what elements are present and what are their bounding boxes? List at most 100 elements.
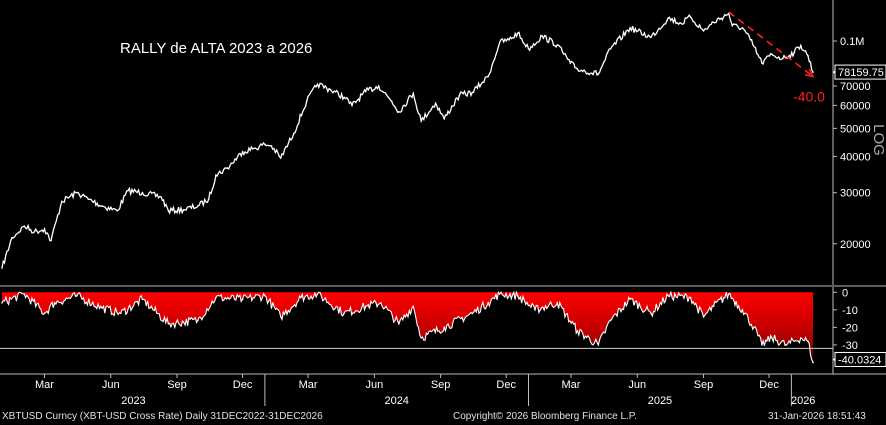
price-point: [390, 100, 393, 103]
footer-security-info: XBTUSD Curncy (XBT-USD Cross Rate) Daily…: [2, 411, 323, 422]
drawdown-point: [753, 326, 755, 329]
drawdown-point: [241, 298, 244, 301]
price-point: [749, 38, 752, 41]
price-point: [11, 236, 13, 239]
price-tick-label: 40000: [840, 151, 871, 163]
drawdown-point: [398, 323, 400, 325]
price-tick-label: 70000: [840, 81, 871, 93]
drawdown-point: [443, 326, 446, 329]
price-point: [101, 205, 103, 207]
price-point: [731, 24, 734, 27]
price-point: [650, 36, 652, 39]
drawdown-point: [412, 305, 415, 308]
price-y-axis: 20000 30000 40000 50000 60000 70000 0.1M: [833, 36, 871, 251]
drawdown-point: [534, 309, 536, 311]
price-point: [215, 174, 217, 176]
price-point: [812, 71, 814, 73]
price-point: [292, 132, 295, 135]
price-point: [398, 111, 400, 113]
month-tick-label: Sep: [167, 379, 187, 391]
drawdown-point: [597, 344, 600, 346]
log-scale-label: LOG: [870, 124, 886, 156]
month-tick-label: Dec: [233, 379, 253, 391]
price-points: [1, 12, 814, 269]
price-point: [689, 16, 692, 18]
drawdown-point: [498, 293, 501, 295]
price-point: [226, 167, 229, 169]
drawdown-point: [53, 301, 56, 304]
price-point: [127, 189, 129, 192]
price-point: [629, 27, 631, 29]
price-point: [576, 68, 579, 70]
price-point: [412, 92, 415, 95]
price-point: [793, 51, 796, 54]
drawdown-point: [343, 312, 345, 315]
month-tick-label: Jun: [628, 379, 646, 391]
last-price-value: 78159.75: [838, 67, 884, 79]
drawdown-point: [141, 298, 144, 301]
price-point: [316, 83, 319, 85]
price-point: [343, 96, 345, 99]
drawdown-point: [761, 344, 763, 346]
price-point: [443, 117, 446, 120]
price-point: [160, 196, 162, 198]
last-drawdown-box: [834, 351, 886, 367]
price-point: [141, 191, 144, 194]
drawdown-point: [420, 337, 422, 339]
drawdown-point: [167, 323, 170, 325]
drawdown-point: [799, 337, 802, 339]
price-point: [33, 230, 36, 233]
drawdown-point: [215, 296, 217, 299]
month-tick-label: Dec: [496, 379, 516, 391]
month-tick-label: Jun: [102, 379, 120, 391]
month-tick-label: Mar: [562, 379, 581, 391]
chart-title: RALLY de ALTA 2023 a 2026: [120, 40, 312, 57]
price-tick-label: 30000: [840, 188, 871, 200]
price-point: [487, 75, 489, 78]
price-point: [597, 73, 600, 75]
price-point: [702, 29, 705, 32]
drawdown-point: [471, 312, 474, 315]
price-point: [279, 157, 282, 159]
drawdown-arrow: [728, 11, 814, 78]
price-point: [781, 57, 784, 60]
price-point: [609, 48, 612, 50]
price-point: [807, 54, 809, 57]
drawdown-point: [650, 312, 652, 315]
price-point: [60, 200, 63, 203]
drawdown-point: [741, 309, 744, 311]
footer: XBTUSD Curncy (XBT-USD Cross Rate) Daily…: [0, 409, 886, 425]
price-point: [87, 198, 90, 200]
price-point: [167, 209, 170, 212]
drawdown-point: [516, 294, 519, 297]
month-tick-label: Mar: [299, 379, 318, 391]
price-point: [251, 148, 254, 150]
last-drawdown-value: -40.0324: [838, 354, 881, 366]
price-point: [741, 27, 744, 29]
price-point: [305, 100, 308, 103]
drawdown-point: [43, 312, 46, 315]
drawdown-point: [812, 361, 814, 364]
price-tick-label: 20000: [840, 239, 871, 251]
price-point: [197, 205, 199, 207]
drawdown-point: [609, 319, 612, 322]
month-tick-label: Sep: [694, 379, 714, 391]
price-line: [1, 12, 814, 269]
drawdown-point: [1, 301, 3, 304]
drawdown-y-axis: 0 -10 -20 -30: [833, 287, 858, 352]
drawdown-pane: 0 -10 -20 -30 -40.0324: [0, 287, 886, 367]
price-point: [351, 104, 353, 107]
drawdown-point: [771, 337, 773, 339]
drawdown-point: [120, 312, 122, 315]
drawdown-tick-label: -30: [842, 340, 858, 352]
price-point: [434, 102, 437, 105]
drawdown-point: [807, 340, 809, 343]
price-point: [76, 191, 78, 194]
price-point: [264, 143, 266, 146]
drawdown-point: [101, 307, 103, 309]
drawdown-point: [364, 305, 367, 308]
drawdown-point: [702, 316, 705, 318]
drawdown-point: [300, 296, 302, 299]
drawdown-point: [76, 294, 78, 297]
